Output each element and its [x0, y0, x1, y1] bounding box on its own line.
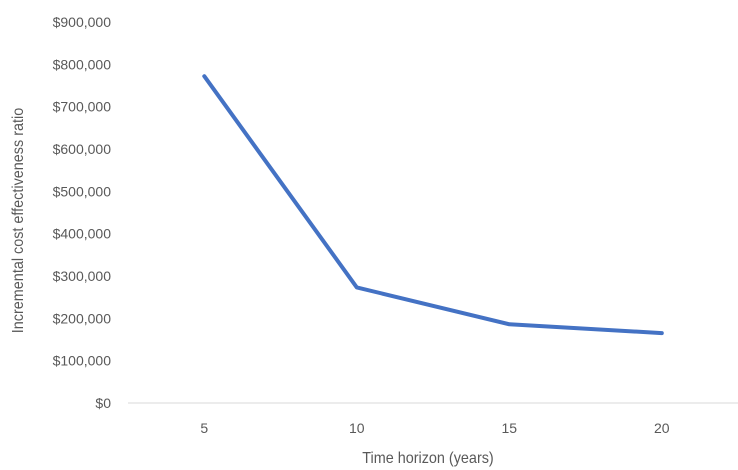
series-line	[202, 74, 664, 336]
y-tick-label: $700,000	[53, 99, 112, 115]
x-tick-label: 15	[501, 420, 517, 436]
y-tick-label: $800,000	[53, 56, 112, 72]
y-tick-label: $100,000	[53, 353, 112, 369]
series-group	[202, 74, 664, 336]
y-tick-label: $200,000	[53, 310, 112, 326]
x-tick-label: 5	[200, 420, 208, 436]
y-tick-label: $400,000	[53, 226, 112, 242]
x-tick-label: 20	[654, 420, 670, 436]
x-axis-title: Time horizon (years)	[362, 449, 493, 467]
y-tick-label: $600,000	[53, 141, 112, 157]
y-tick-label: $500,000	[53, 183, 112, 199]
x-axis-ticks: 5 10 15 20	[200, 420, 669, 436]
y-tick-label: $900,000	[53, 14, 112, 30]
y-tick-label: $300,000	[53, 268, 112, 284]
y-axis-title: Incremental cost effectiveness ratio	[9, 108, 27, 333]
y-tick-label: $0	[95, 395, 111, 411]
y-axis-ticks: $0 $100,000 $200,000 $300,000 $400,000 $500,0…	[53, 14, 112, 411]
x-tick-label: 10	[349, 420, 365, 436]
